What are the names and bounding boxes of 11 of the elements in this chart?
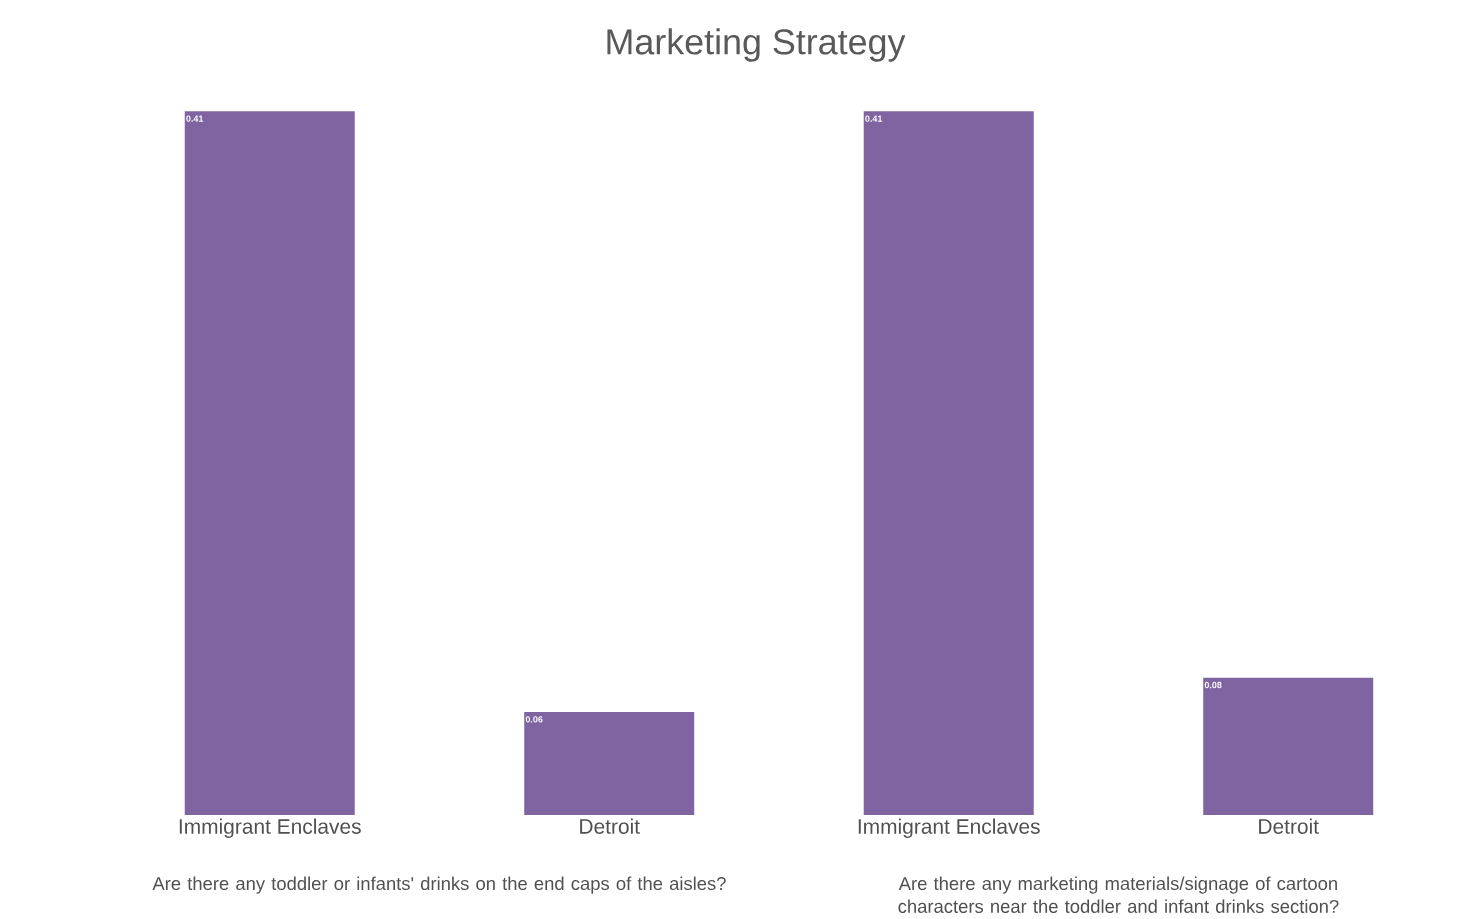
data-label: 0.41: [186, 115, 204, 122]
data-label: 0.08: [1204, 681, 1222, 689]
text: Are there any toddler or infants' drinks on the end caps of the aisles?: [152, 876, 726, 894]
x-tick-label: Detroit: [1259, 818, 1319, 834]
text: Are there any marketing materials/signage of cartoon characters near the toddler and infant drinks section?: [898, 876, 1339, 913]
x-tick-label: Detroit: [580, 818, 640, 834]
data-label: 0.06: [525, 716, 543, 723]
x-tick-label: Immigrant Enclaves: [858, 818, 1040, 839]
data-label: 0.41: [865, 115, 883, 122]
chart-title: Marketing Strategy: [607, 28, 906, 62]
x-tick-label: Immigrant Enclaves: [179, 818, 361, 839]
